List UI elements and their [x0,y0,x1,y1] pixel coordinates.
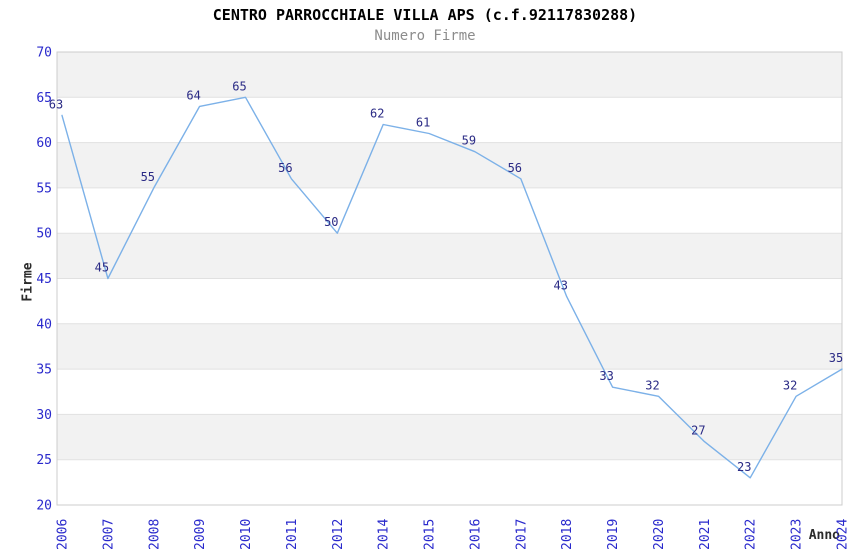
point-label: 65 [232,79,246,93]
y-tick-label: 20 [36,499,52,514]
plot-band [57,142,842,188]
x-tick-label: 2023 [790,519,805,550]
y-tick-label: 35 [36,363,52,378]
point-label: 43 [553,279,567,293]
point-label: 33 [599,369,613,383]
point-label: 62 [370,107,384,121]
point-label: 35 [829,351,843,365]
x-tick-label: 2021 [698,519,713,550]
chart-title: CENTRO PARROCCHIALE VILLA APS (c.f.92117… [212,6,638,24]
x-tick-label: 2012 [331,519,346,550]
point-label: 64 [186,88,200,102]
x-tick-label: 2020 [652,519,667,550]
x-tick-label: 2024 [836,519,850,550]
y-tick-label: 25 [36,453,52,468]
point-label: 59 [462,134,476,148]
data-line [61,96,843,479]
x-tick-label: 2022 [744,519,759,550]
point-label: 63 [49,97,63,111]
x-tick-label: 2006 [56,519,71,550]
y-tick-label: 60 [36,136,52,151]
y-tick-label: 50 [36,227,52,242]
x-tick-label: 2018 [560,519,575,550]
x-tick-label: 2009 [193,519,208,550]
x-tick-label: 2015 [423,519,438,550]
point-label: 23 [737,460,751,474]
x-tick-label: 2011 [285,519,300,550]
point-label: 27 [691,424,705,438]
plot-band [57,233,842,279]
point-label: 61 [416,116,430,130]
y-tick-label: 65 [36,91,52,106]
plot-band [57,52,842,98]
x-tick-label: 2014 [377,519,392,550]
point-label: 32 [783,378,797,392]
x-tick-label: 2010 [239,519,254,550]
point-label: 56 [278,161,292,175]
x-tick-label: 2007 [101,519,116,550]
plot-band [57,414,842,460]
x-tick-label: 2017 [514,519,529,550]
point-label: 32 [645,378,659,392]
point-label: 50 [324,215,338,229]
plot-band [57,323,842,370]
y-tick-label: 55 [36,181,52,196]
x-tick-label: 2019 [606,519,621,550]
plot-border [56,51,843,506]
point-label: 45 [95,261,109,275]
y-tick-label: 40 [36,317,52,332]
y-tick-label: 30 [36,408,52,423]
y-tick-label: 45 [36,272,52,287]
y-tick-label: 70 [36,46,52,61]
x-tick-label: 2008 [147,519,162,550]
chart-subtitle: Numero Firme [374,28,476,44]
point-label: 56 [508,161,522,175]
x-axis-title: Anno [808,528,840,543]
x-tick-label: 2016 [468,519,483,550]
point-label: 55 [141,170,155,184]
